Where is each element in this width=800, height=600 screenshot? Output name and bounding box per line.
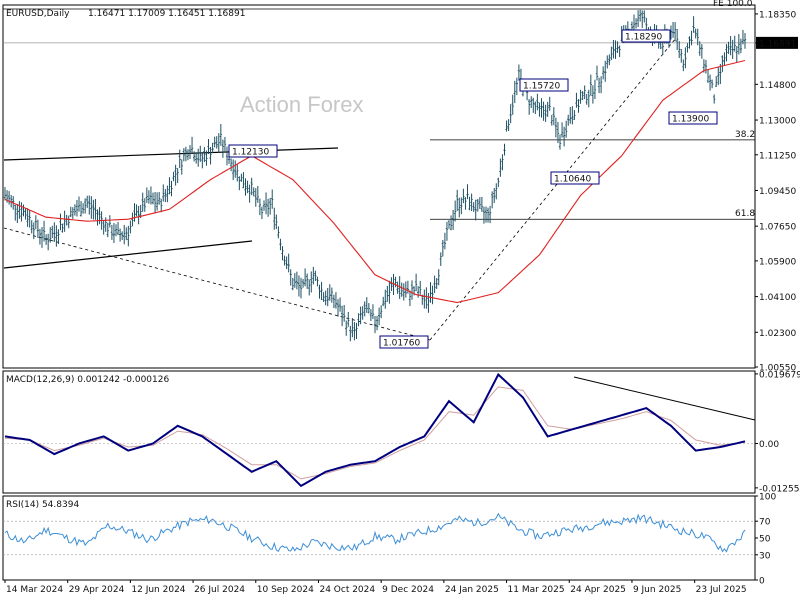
label-1-12130: 1.12130: [232, 148, 269, 158]
x-tick-label: 11 Mar 2025: [508, 585, 565, 595]
rsi-panel: [2, 495, 756, 581]
x-tick-label: 24 Apr 2025: [570, 585, 626, 595]
moving-average-line: [4, 59, 746, 304]
label-1-18290-box: [621, 29, 671, 43]
x-tick-label: 9 Jun 2025: [633, 585, 681, 595]
label-1-18290: 1.18290: [625, 33, 662, 43]
price-panel: [2, 4, 756, 369]
label-1-01760: 1.01760: [383, 339, 420, 349]
price-tick-label: 1.09450: [759, 187, 796, 197]
watermark: Action Forex: [240, 92, 364, 117]
lower-trendline: [3, 240, 253, 269]
macd-panel: [2, 370, 756, 494]
rsi-line: [4, 512, 746, 553]
x-tick-label: 14 Mar 2024: [6, 585, 63, 595]
macd-tick-label: 0.019679: [759, 370, 800, 380]
label-1-15720: 1.15720: [523, 82, 560, 92]
macd-title: MACD(12,26,9) 0.001242 -0.000126: [6, 375, 169, 385]
rsi-tick-label: 100: [759, 493, 776, 503]
x-tick-label: 23 Jul 2025: [696, 585, 747, 595]
rsi-tick-label: 0: [759, 577, 765, 587]
price-tick-label: 1.05900: [759, 257, 796, 267]
price-tick-label: 1.02300: [759, 329, 796, 339]
macd-tick-label: -0.012552: [759, 484, 800, 494]
label-1-10640: 1.10640: [554, 175, 591, 185]
x-tick-label: 24 Jan 2025: [445, 585, 499, 595]
x-tick-label: 24 Oct 2024: [319, 585, 375, 595]
current-price-label: 1.16891: [759, 39, 796, 49]
chart-ohlc: 1.16471 1.17009 1.16451 1.16891: [88, 9, 245, 19]
fib-382-label: 38.2: [735, 130, 755, 140]
rsi-tick-label: 50: [759, 535, 771, 545]
macd-trendline: [573, 376, 756, 421]
price-tick-label: 1.18350: [759, 10, 796, 20]
chart-symbol: EURUSD,Daily: [6, 9, 70, 19]
label-1-12130-box: [228, 144, 278, 158]
price-tick-label: 1.14800: [759, 81, 796, 91]
current-price-box: [756, 36, 798, 49]
label-1-13900: 1.13900: [672, 115, 709, 125]
price-tick-label: 1.13000: [759, 117, 796, 127]
price-bars: [3, 9, 747, 342]
macd-tick-label: 0.00: [759, 440, 779, 450]
label-1-13900-box: [668, 111, 718, 125]
x-tick-label: 26 Jul 2024: [194, 585, 245, 595]
label-1-01760-box: [379, 335, 429, 349]
fib-618-label: 61.8: [735, 209, 755, 219]
label-1-10640-box: [550, 171, 600, 185]
dashed-projection-line: [429, 37, 677, 341]
fib-fe100-label: FE 100.0: [713, 0, 753, 9]
macd-signal-line: [4, 386, 746, 480]
price-tick-label: 1.00550: [759, 364, 796, 374]
upper-trendline: [3, 147, 339, 161]
price-tick-label: 1.07650: [759, 223, 796, 233]
label-1-15720-box: [519, 78, 569, 92]
rsi-title: RSI(14) 54.8394: [6, 500, 79, 510]
x-tick-label: 10 Sep 2024: [257, 585, 314, 595]
x-tick-label: 12 Jun 2024: [131, 585, 185, 595]
x-tick-label: 9 Dec 2024: [382, 585, 434, 595]
x-tick-label: 29 Apr 2024: [69, 585, 125, 595]
price-tick-label: 1.11250: [759, 151, 796, 161]
macd-main-line: [4, 372, 746, 488]
rsi-tick-label: 30: [759, 551, 771, 561]
price-tick-label: 1.04100: [759, 293, 796, 303]
rsi-tick-label: 70: [759, 518, 771, 528]
